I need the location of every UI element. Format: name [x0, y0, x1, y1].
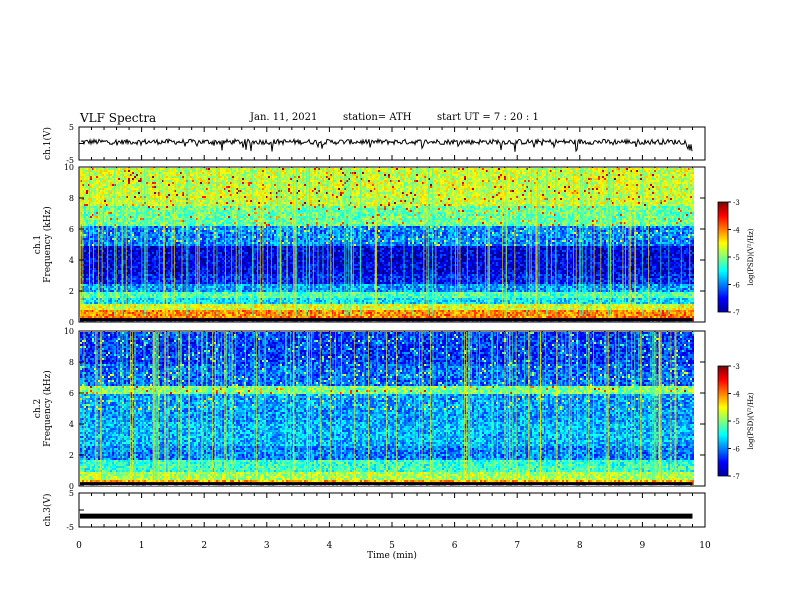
colorbar-tick-label: -5 [733, 418, 740, 426]
time-tick-label: 2 [201, 541, 207, 551]
time-tick-label: 5 [389, 541, 395, 551]
ytick-label: 5 [69, 489, 74, 498]
y-axis-label: ch.1(V) [42, 127, 53, 160]
time-tick-label: 7 [514, 541, 520, 551]
panel-4: 5 -5 ch.3(V) [42, 489, 705, 532]
time-tick-label: 0 [76, 541, 82, 551]
colorbar-tick-label: -6 [733, 282, 740, 290]
colorbar-tick-label: -4 [733, 391, 740, 399]
y-axis-label: Frequency (kHz) [42, 206, 53, 283]
low-freq-band [80, 482, 692, 485]
x-axis-label: Time (min) [367, 550, 417, 561]
ytick-label: 2 [69, 287, 74, 296]
colorbar-label: log(PSD)(V²/Hz) [747, 392, 755, 449]
spectrogram-cells [80, 332, 694, 486]
time-tick-label: 3 [264, 541, 270, 551]
time-tick-label: 8 [577, 541, 583, 551]
colorbar-tick-label: -3 [733, 199, 740, 207]
time-tick-label: 6 [452, 541, 458, 551]
y-axis-label: Frequency (kHz) [42, 370, 53, 447]
colorbar [718, 366, 728, 476]
ytick-label: 5 [69, 123, 74, 132]
ch1-waveform [81, 139, 692, 152]
colorbar-label: log(PSD)(V²/Hz) [747, 228, 755, 285]
colorbar-tick-label: -7 [733, 473, 740, 481]
ytick-label: 6 [69, 225, 74, 234]
ytick-label: -5 [66, 523, 74, 532]
time-tick-label: 10 [699, 541, 711, 551]
channel-label: ch.2 [33, 399, 43, 418]
colorbar-tick-label: -6 [733, 446, 740, 454]
ytick-label: 10 [64, 327, 74, 336]
colorbar-tick-label: -3 [733, 363, 740, 371]
time-tick-label: 4 [327, 541, 333, 551]
time-tick-label: 9 [640, 541, 646, 551]
colorbar-tick-label: -4 [733, 227, 740, 235]
ytick-label: 10 [64, 163, 74, 172]
panel-2: 0 2 4 6 8 10 Frequency (kHz)ch.1 -3 -4 -5 -6 -7 log(… [33, 163, 755, 327]
low-freq-band [80, 318, 692, 321]
panel-frame [79, 493, 705, 527]
panel-1: 5-5ch.1(V) [42, 123, 705, 165]
colorbar [718, 202, 728, 312]
ytick-label: 4 [69, 420, 74, 429]
ytick-label: 6 [69, 389, 74, 398]
ytick-label: 4 [69, 256, 74, 265]
y-axis-label: ch.3(V) [42, 494, 53, 527]
colorbar-tick-label: -7 [733, 309, 740, 317]
ytick-label: 2 [69, 451, 74, 460]
ytick-label: 8 [69, 358, 74, 367]
ytick-label: 0 [69, 318, 74, 327]
time-tick-label: 1 [139, 541, 145, 551]
ytick-label: 8 [69, 194, 74, 203]
colorbar-tick-label: -5 [733, 254, 740, 262]
channel-label: ch.1 [33, 235, 43, 254]
